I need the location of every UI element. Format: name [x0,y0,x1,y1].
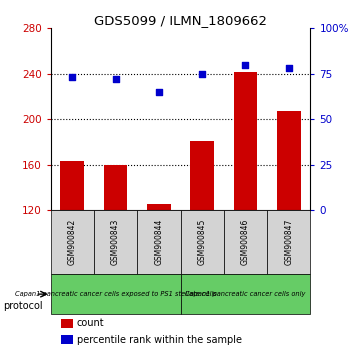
Bar [61,335,73,344]
Text: Capan1 pancreatic cancer cells only: Capan1 pancreatic cancer cells only [185,291,306,297]
Bar [51,274,180,314]
Bar [180,210,224,274]
Bar [137,210,180,274]
Bar [61,319,73,328]
Bar [277,112,301,210]
Bar [234,72,257,210]
Bar [224,210,267,274]
Text: GSM900843: GSM900843 [111,219,120,266]
Text: Capan1 pancreatic cancer cells exposed to PS1 stellate cells: Capan1 pancreatic cancer cells exposed t… [14,291,217,297]
Bar [51,210,94,274]
Bar [60,161,84,210]
Text: GSM900844: GSM900844 [155,219,163,266]
Bar [267,210,310,274]
Bar [94,210,137,274]
Text: GSM900842: GSM900842 [68,219,77,266]
Point [286,65,292,71]
Text: GSM900847: GSM900847 [284,219,293,266]
Point [69,75,75,80]
Point [113,76,118,82]
Text: protocol: protocol [4,301,43,311]
Point [156,89,162,95]
Text: GSM900845: GSM900845 [198,219,206,266]
Point [199,71,205,77]
Bar [180,274,310,314]
Text: count: count [77,318,104,328]
Text: percentile rank within the sample: percentile rank within the sample [77,335,242,345]
Bar [190,141,214,210]
Bar [104,165,127,210]
Bar [147,204,171,210]
Text: GSM900846: GSM900846 [241,219,250,266]
Title: GDS5099 / ILMN_1809662: GDS5099 / ILMN_1809662 [94,14,267,27]
Point [243,62,248,68]
